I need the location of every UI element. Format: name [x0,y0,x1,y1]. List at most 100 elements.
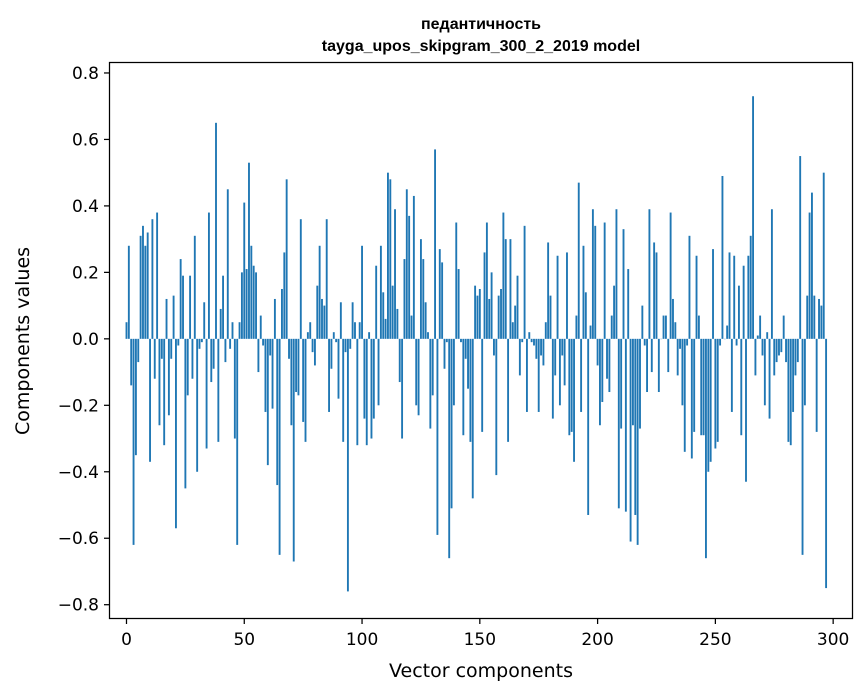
bar-266 [752,96,754,339]
bar-152 [483,252,486,339]
bar-66 [281,288,283,339]
bar-59 [264,338,267,412]
bar-188 [568,338,571,436]
bar-119 [405,189,408,339]
bar-63 [273,298,276,339]
bar-54 [252,265,255,339]
bar-17 [165,298,168,339]
bar-34 [205,338,208,449]
bar-82 [318,245,321,339]
bar-62 [271,338,274,409]
bar-250 [714,338,717,449]
bar-225 [655,252,658,339]
bar-245 [702,338,705,436]
bar-41 [222,275,224,339]
bar-189 [570,338,573,432]
bar-83 [321,298,323,339]
bar-168 [521,338,524,343]
bar-45 [231,322,234,339]
bar-289 [806,295,809,339]
bar-48 [238,322,241,339]
bar-171 [528,332,531,339]
bar-3 [132,338,135,545]
bar-278 [780,338,783,353]
bar-61 [269,338,272,356]
bar-97 [354,322,356,339]
bar-187 [566,252,568,339]
bar-248 [709,338,712,462]
bar-150 [478,288,481,339]
bar-144 [464,338,467,359]
bar-201 [599,338,601,426]
bar-40 [219,308,222,339]
bar-115 [396,308,399,339]
bar-27 [189,275,192,339]
bar-220 [643,338,646,346]
bar-30 [196,338,199,472]
bar-130 [431,338,434,396]
bar-169 [523,225,526,339]
bar-87 [330,338,333,369]
bar-208 [615,209,618,339]
bar-267 [754,338,757,376]
bar-90 [337,338,340,399]
y-tick-label: 0.6 [72,130,99,150]
bar-16 [163,338,166,446]
bar-211 [622,229,625,339]
bar-57 [259,315,262,339]
bar-281 [787,338,790,442]
bar-20 [172,295,175,339]
bar-94 [346,338,349,592]
bar-218 [639,338,641,429]
bar-290 [808,212,811,339]
bar-1 [127,245,130,339]
bar-60 [266,338,269,466]
bar-178 [544,322,547,339]
bar-74 [299,219,302,339]
bar-282 [789,338,792,446]
bar-234 [676,338,679,376]
bar-174 [535,338,538,359]
bar-153 [485,222,488,339]
bar-182 [554,338,557,376]
bar-170 [525,338,528,412]
bar-19 [170,338,173,359]
bar-77 [306,332,309,339]
bar-292 [813,295,816,339]
bar-179 [547,242,550,339]
y-tick-label: 0.4 [72,197,99,217]
chart-subtitle: tayga_upos_skipgram_300_2_2019 model [322,38,640,55]
bar-204 [606,338,608,379]
y-tick-label: 0.2 [72,263,99,283]
bar-38 [215,122,217,339]
bar-15 [160,338,163,359]
bar-32 [200,338,203,343]
bar-185 [561,338,564,356]
x-tick-label: 150 [464,630,496,650]
bar-237 [683,338,686,452]
bar-262 [742,265,745,339]
bar-51 [245,269,248,339]
bar-195 [584,292,587,339]
y-tick-label: 0.0 [72,330,99,350]
bar-116 [398,338,401,383]
bar-29 [193,235,196,339]
bar-213 [627,269,630,339]
bar-143 [462,338,465,436]
y-tick-label: −0.2 [58,396,99,416]
bar-223 [650,338,653,373]
bar-212 [624,338,627,512]
bar-125 [419,239,422,339]
bar-132 [436,338,439,535]
bar-274 [770,209,773,339]
bar-68 [285,179,288,339]
bar-167 [518,338,521,376]
bar-294 [818,298,820,339]
bar-75 [302,338,305,422]
bar-118 [403,259,406,339]
bar-36 [210,338,213,383]
bar-110 [384,318,387,339]
bar-159 [500,288,502,339]
bar-120 [408,215,411,339]
bar-229 [664,315,667,339]
